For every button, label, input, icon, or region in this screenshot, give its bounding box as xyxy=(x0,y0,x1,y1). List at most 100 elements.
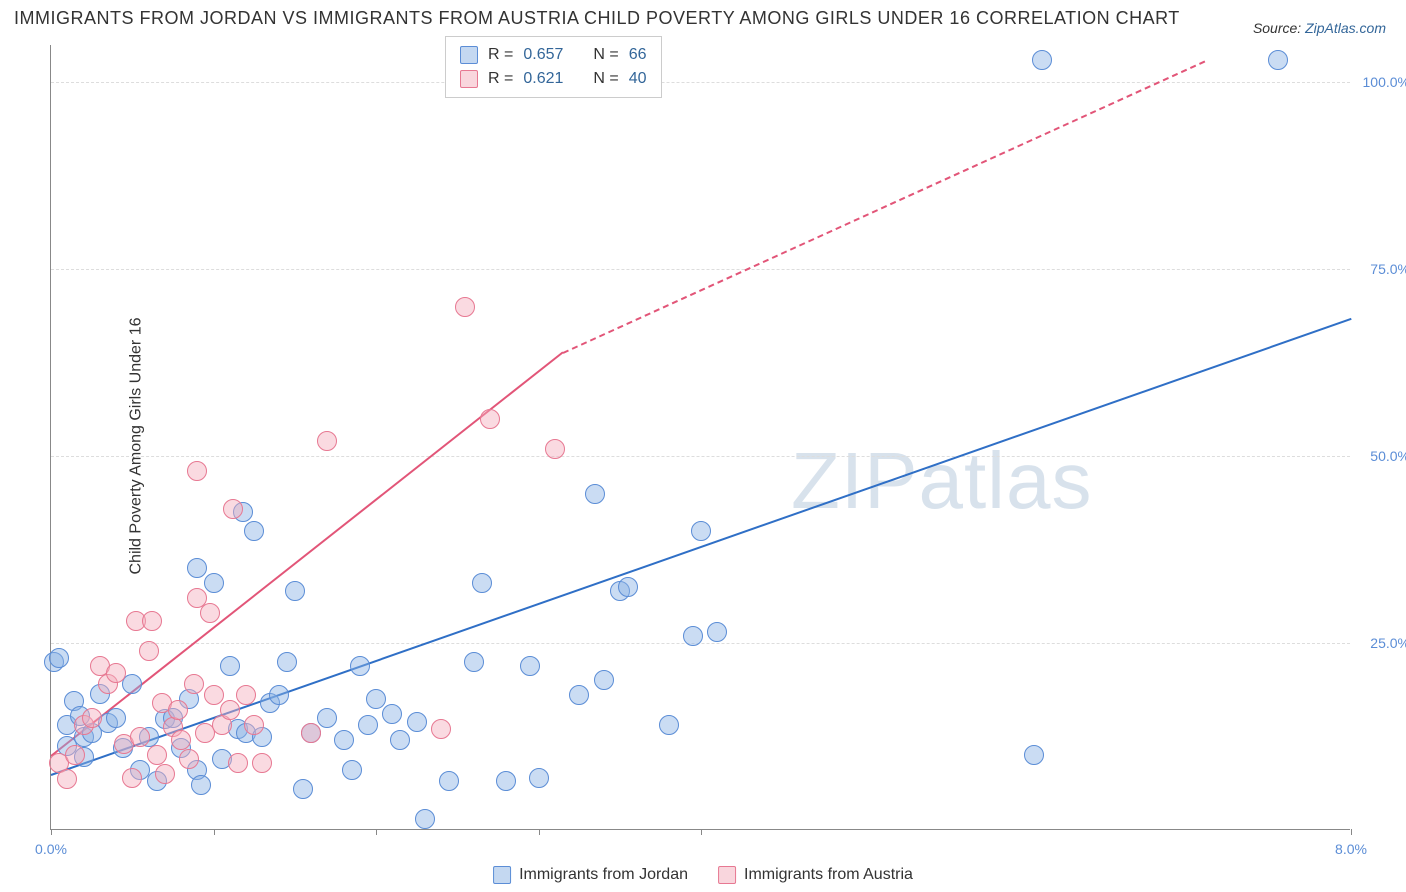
scatter-point xyxy=(252,753,272,773)
scatter-point xyxy=(187,558,207,578)
n-label: N = xyxy=(593,43,618,67)
scatter-point xyxy=(204,573,224,593)
scatter-point xyxy=(244,715,264,735)
scatter-point xyxy=(415,809,435,829)
scatter-point xyxy=(390,730,410,750)
stats-row: R = 0.657 N = 66 xyxy=(460,43,647,67)
scatter-point xyxy=(204,685,224,705)
y-tick-label: 25.0% xyxy=(1370,635,1406,651)
scatter-point xyxy=(334,730,354,750)
scatter-point xyxy=(366,689,386,709)
scatter-point xyxy=(277,652,297,672)
scatter-point xyxy=(122,768,142,788)
scatter-point xyxy=(285,581,305,601)
scatter-point xyxy=(122,674,142,694)
scatter-point xyxy=(594,670,614,690)
source-value: ZipAtlas.com xyxy=(1305,20,1386,36)
scatter-point xyxy=(220,700,240,720)
watermark: ZIPatlas xyxy=(791,435,1092,527)
r-value: 0.621 xyxy=(523,67,563,91)
scatter-point xyxy=(168,700,188,720)
scatter-point xyxy=(301,723,321,743)
scatter-point xyxy=(57,769,77,789)
scatter-point xyxy=(179,749,199,769)
r-value: 0.657 xyxy=(523,43,563,67)
y-tick-label: 75.0% xyxy=(1370,261,1406,277)
scatter-point xyxy=(317,431,337,451)
scatter-point xyxy=(569,685,589,705)
source-label: Source: xyxy=(1253,20,1305,36)
scatter-point xyxy=(431,719,451,739)
scatter-point xyxy=(618,577,638,597)
scatter-point xyxy=(106,663,126,683)
trend-line xyxy=(51,318,1352,776)
x-tick-label: 0.0% xyxy=(35,841,67,857)
scatter-point xyxy=(106,708,126,728)
scatter-point xyxy=(585,484,605,504)
scatter-point xyxy=(293,779,313,799)
swatch-blue-icon xyxy=(460,46,478,64)
x-tick-label: 8.0% xyxy=(1335,841,1367,857)
n-value: 66 xyxy=(629,43,647,67)
scatter-point xyxy=(350,656,370,676)
scatter-point xyxy=(407,712,427,732)
scatter-point xyxy=(707,622,727,642)
r-label: R = xyxy=(488,67,513,91)
legend-label: Immigrants from Jordan xyxy=(519,866,688,884)
scatter-point xyxy=(480,409,500,429)
scatter-point xyxy=(244,521,264,541)
r-label: R = xyxy=(488,43,513,67)
scatter-point xyxy=(382,704,402,724)
scatter-point xyxy=(130,727,150,747)
x-tick-mark xyxy=(51,829,52,835)
scatter-point xyxy=(439,771,459,791)
plot-area: ZIPatlas 25.0%50.0%75.0%100.0%0.0%8.0% xyxy=(50,45,1350,830)
trend-line xyxy=(562,60,1205,353)
scatter-point xyxy=(545,439,565,459)
grid-line-horizontal xyxy=(51,643,1350,644)
scatter-point xyxy=(184,674,204,694)
scatter-point xyxy=(228,753,248,773)
x-tick-mark xyxy=(214,829,215,835)
scatter-point xyxy=(1024,745,1044,765)
scatter-point xyxy=(65,745,85,765)
scatter-point xyxy=(683,626,703,646)
scatter-point xyxy=(472,573,492,593)
chart-title: IMMIGRANTS FROM JORDAN VS IMMIGRANTS FRO… xyxy=(14,8,1180,29)
scatter-point xyxy=(464,652,484,672)
legend-item: Immigrants from Jordan xyxy=(493,866,688,884)
scatter-point xyxy=(496,771,516,791)
scatter-point xyxy=(155,764,175,784)
scatter-point xyxy=(317,708,337,728)
scatter-point xyxy=(659,715,679,735)
scatter-point xyxy=(520,656,540,676)
scatter-point xyxy=(187,461,207,481)
scatter-point xyxy=(139,641,159,661)
source-attribution: Source: ZipAtlas.com xyxy=(1253,20,1386,36)
n-value: 40 xyxy=(629,67,647,91)
scatter-point xyxy=(49,648,69,668)
x-tick-mark xyxy=(539,829,540,835)
scatter-point xyxy=(342,760,362,780)
scatter-point xyxy=(1268,50,1288,70)
x-tick-mark xyxy=(1351,829,1352,835)
scatter-point xyxy=(200,603,220,623)
scatter-point xyxy=(220,656,240,676)
n-label: N = xyxy=(593,67,618,91)
stats-row: R = 0.621 N = 40 xyxy=(460,67,647,91)
scatter-point xyxy=(223,499,243,519)
y-tick-label: 50.0% xyxy=(1370,448,1406,464)
scatter-point xyxy=(191,775,211,795)
scatter-point xyxy=(269,685,289,705)
legend-item: Immigrants from Austria xyxy=(718,866,913,884)
scatter-point xyxy=(529,768,549,788)
x-tick-mark xyxy=(701,829,702,835)
scatter-point xyxy=(147,745,167,765)
swatch-blue-icon xyxy=(493,866,511,884)
scatter-point xyxy=(82,708,102,728)
grid-line-horizontal xyxy=(51,456,1350,457)
scatter-point xyxy=(236,685,256,705)
swatch-pink-icon xyxy=(718,866,736,884)
scatter-point xyxy=(691,521,711,541)
scatter-point xyxy=(171,730,191,750)
